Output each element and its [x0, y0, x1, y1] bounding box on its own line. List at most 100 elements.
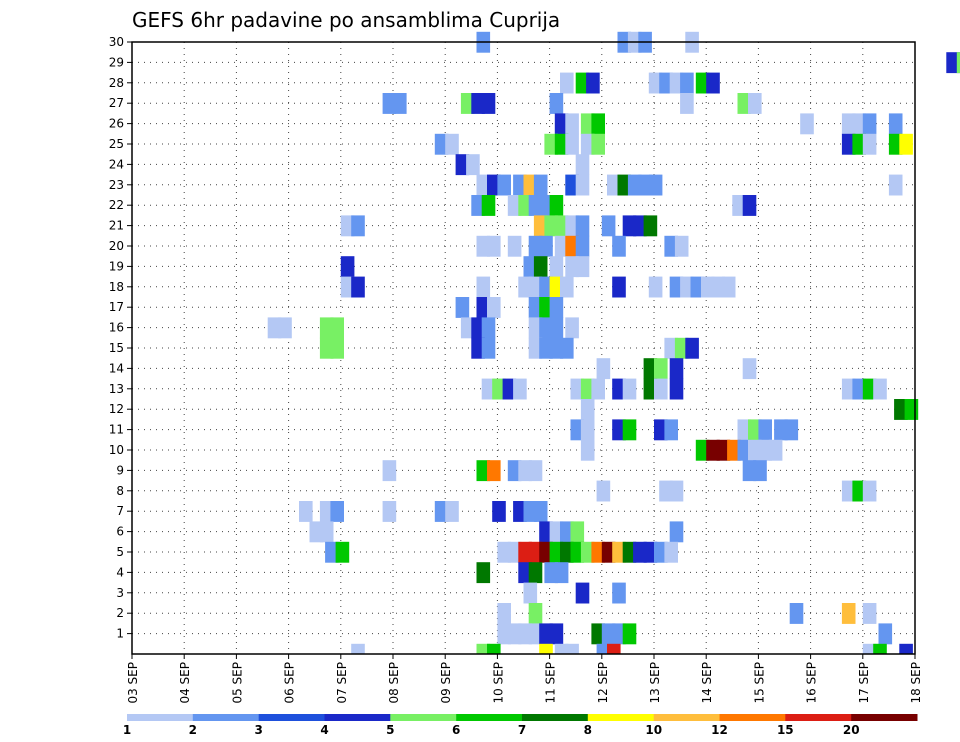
- heatmap-cell: [888, 174, 903, 196]
- heatmap-cell: [654, 358, 668, 380]
- heatmap-cell: [319, 317, 334, 339]
- heatmap-cell: [502, 378, 517, 400]
- colorbar-label: 2: [189, 723, 197, 737]
- heatmap-cell: [565, 113, 579, 135]
- heatmap-cell: [768, 439, 783, 461]
- heatmap-cell: [669, 480, 684, 502]
- heatmap-cell: [554, 215, 569, 237]
- heatmap-cell: [565, 174, 579, 196]
- heatmap-cell: [487, 643, 501, 655]
- heatmap-cell: [612, 623, 626, 645]
- heatmap-cell: [539, 235, 553, 257]
- y-tick-label: 7: [116, 504, 124, 518]
- heatmap-cell: [460, 93, 475, 114]
- heatmap-cell: [487, 460, 501, 482]
- heatmap-cell: [570, 541, 585, 563]
- heatmap-cell: [601, 623, 616, 645]
- heatmap-cell: [711, 276, 725, 298]
- heatmap-cell: [549, 317, 564, 339]
- heatmap-cell: [560, 72, 574, 94]
- heatmap-cell: [580, 378, 595, 400]
- heatmap-cell: [580, 419, 595, 441]
- heatmap-cell: [560, 276, 574, 298]
- heatmap-cell: [560, 521, 574, 543]
- heatmap-cell: [622, 419, 637, 441]
- y-tick-label: 18: [109, 280, 124, 294]
- heatmap-cell: [539, 521, 553, 543]
- heatmap-cell: [476, 235, 491, 257]
- heatmap-cell: [742, 195, 757, 216]
- colorbar-label: 15: [777, 723, 794, 737]
- heatmap-cell: [862, 113, 877, 135]
- y-tick-label: 15: [109, 341, 124, 355]
- heatmap-cell: [580, 399, 595, 420]
- heatmap-cell: [862, 378, 877, 400]
- heatmap-cell: [319, 521, 334, 543]
- y-tick-label: 16: [109, 321, 124, 335]
- y-tick-label: 26: [109, 117, 124, 131]
- heatmap-cell: [528, 235, 543, 257]
- heatmap-cell: [580, 541, 595, 563]
- heatmap-cell: [309, 521, 324, 543]
- colorbar-segment: [719, 714, 786, 721]
- heatmap-cell: [518, 562, 532, 584]
- heatmap-cell: [565, 133, 579, 155]
- heatmap-cell: [554, 113, 569, 135]
- heatmap-cell: [758, 439, 772, 461]
- heatmap-cell: [680, 72, 694, 94]
- heatmap-cell: [565, 643, 579, 655]
- heatmap-cell: [878, 623, 893, 645]
- heatmap-cell: [267, 317, 282, 339]
- heatmap-cell: [591, 541, 605, 563]
- heatmap-cell: [434, 501, 449, 522]
- chart-title: GEFS 6hr padavine po ansamblima Cuprija: [132, 8, 560, 32]
- heatmap-cell: [492, 378, 506, 400]
- heatmap-cell: [533, 174, 548, 196]
- heatmap-cell: [560, 337, 574, 359]
- heatmap-cell: [560, 541, 574, 563]
- heatmap-cell: [758, 419, 772, 441]
- heatmap-cell: [737, 419, 752, 441]
- y-tick-label: 8: [116, 484, 124, 498]
- heatmap-cell: [330, 501, 344, 522]
- heatmap-cell: [575, 582, 590, 604]
- heatmap-cell: [549, 623, 564, 645]
- heatmap-cell: [612, 419, 626, 441]
- heatmap-cell: [476, 562, 491, 584]
- heatmap-cell: [841, 603, 856, 624]
- heatmap-cell: [899, 643, 913, 655]
- heatmap-cell: [476, 460, 491, 482]
- x-tick-label: 10 SEP: [491, 662, 505, 704]
- colorbar-label: 8: [584, 723, 592, 737]
- heatmap-cell: [528, 460, 543, 482]
- heatmap-cell: [497, 603, 511, 624]
- heatmap-cell: [648, 174, 663, 196]
- heatmap-cell: [654, 378, 668, 400]
- x-tick-label: 17 SEP: [857, 662, 871, 704]
- heatmap-cell: [622, 215, 637, 237]
- heatmap-cell: [659, 72, 673, 94]
- colorbar-segment: [653, 714, 720, 721]
- heatmap-cell: [507, 541, 522, 563]
- heatmap-cell: [648, 276, 663, 298]
- heatmap-cell: [753, 460, 767, 482]
- y-tick-label: 27: [109, 96, 124, 110]
- x-tick-label: 12 SEP: [596, 662, 610, 704]
- heatmap-cell: [841, 480, 856, 502]
- heatmap-cell: [774, 419, 788, 441]
- heatmap-cell: [382, 460, 397, 482]
- heatmap-cell: [888, 133, 903, 155]
- colorbar-label: 12: [711, 723, 728, 737]
- colorbar-segment: [587, 714, 655, 721]
- heatmap-cell: [899, 133, 913, 155]
- heatmap-cell: [528, 297, 543, 318]
- x-axis: 03 SEP 04 SEP 05 SEP 06 SEP 07 SEP 08 SEP 09 S…: [126, 654, 923, 704]
- heatmap-cell: [601, 541, 616, 563]
- y-tick-label: 9: [116, 463, 124, 477]
- heatmap-cell: [648, 72, 663, 94]
- heatmap-cell: [539, 297, 553, 318]
- heatmap-cell: [575, 72, 590, 94]
- heatmap-cell: [544, 215, 558, 237]
- heatmap-cell: [554, 562, 569, 584]
- heatmap-cell: [507, 460, 522, 482]
